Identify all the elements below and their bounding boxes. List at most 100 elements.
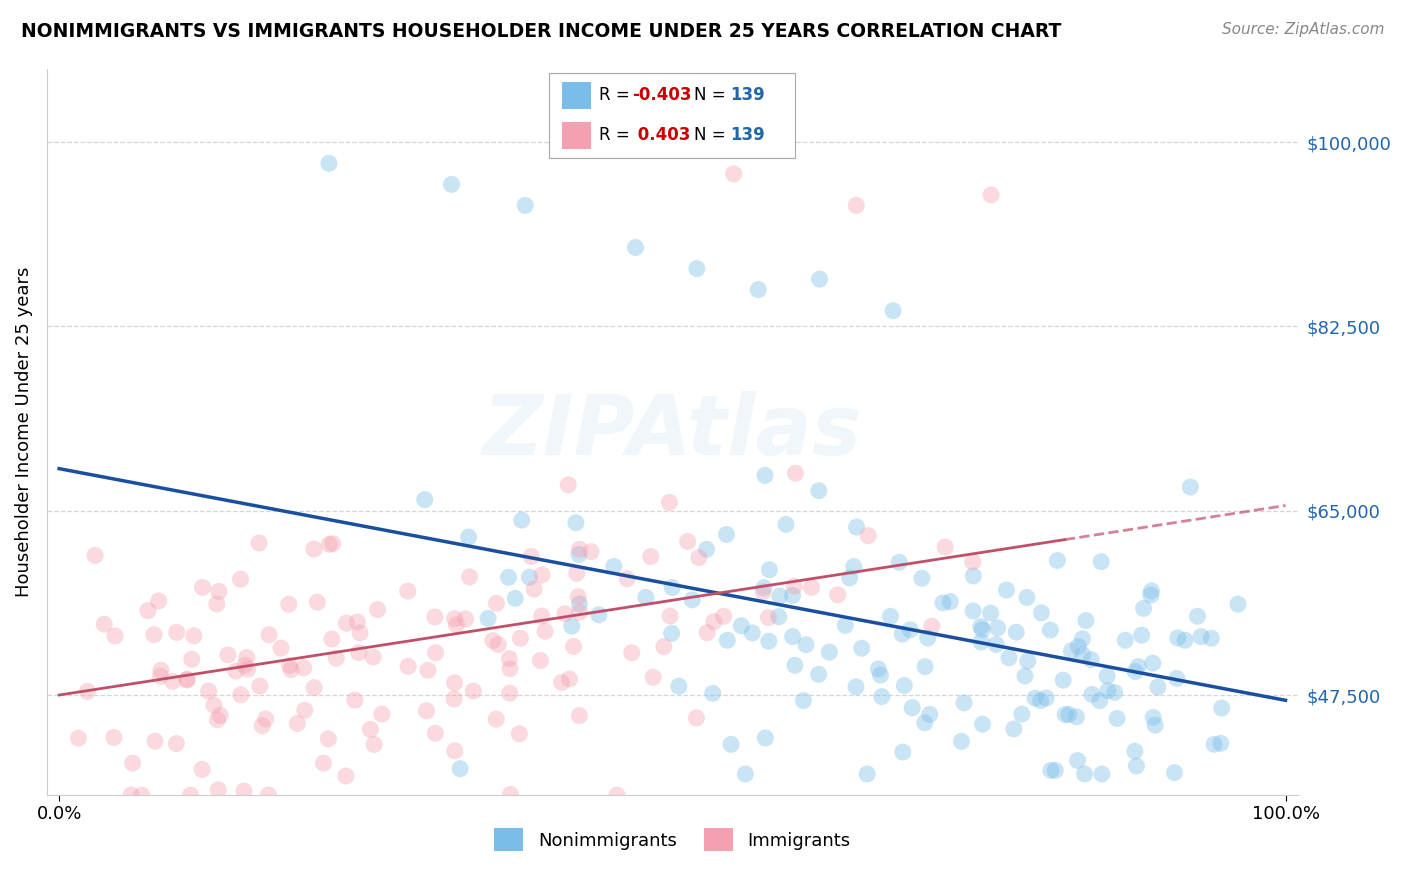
Point [856,528,879,542]
Point [1226,597,1249,611]
Point [987,621,1010,635]
Point [685,711,707,725]
Point [754,731,776,745]
Point [166,625,188,640]
Point [998,650,1021,665]
Point [509,632,531,646]
Point [734,767,756,781]
Point [312,756,335,771]
Point [1189,630,1212,644]
Point [318,156,340,170]
Point [807,483,830,498]
Point [508,727,530,741]
Point [827,588,849,602]
Point [962,569,984,583]
Point [217,648,239,662]
Point [485,712,508,726]
Point [93,617,115,632]
Point [510,513,533,527]
Point [225,664,247,678]
Point [143,734,166,748]
Point [868,662,890,676]
Point [498,570,520,584]
Text: -0.403: -0.403 [631,87,692,104]
Point [257,788,280,802]
Point [415,704,437,718]
Point [1125,759,1147,773]
Point [254,712,277,726]
Point [359,723,381,737]
Point [207,783,229,797]
Point [209,708,232,723]
Point [842,559,865,574]
Legend: Nonimmigrants, Immigrants: Nonimmigrants, Immigrants [488,821,858,859]
Point [901,700,924,714]
Point [643,670,665,684]
Point [747,283,769,297]
Point [1015,591,1038,605]
Point [449,762,471,776]
Point [131,788,153,802]
Point [278,658,301,673]
Point [558,672,581,686]
Text: N =: N = [695,127,731,145]
Point [1088,693,1111,707]
Point [616,572,638,586]
Point [995,582,1018,597]
Point [425,646,447,660]
Point [970,635,993,649]
Point [191,762,214,776]
Point [443,612,465,626]
Point [1104,685,1126,699]
Point [800,580,823,594]
Point [250,719,273,733]
Point [716,527,738,541]
Point [758,634,780,648]
Point [752,585,775,599]
Point [668,679,690,693]
Point [477,611,499,625]
Point [302,542,325,557]
Point [1031,606,1053,620]
Point [1071,648,1094,662]
Point [730,619,752,633]
Point [1060,644,1083,658]
Point [1067,640,1090,654]
Point [568,605,591,619]
Point [1054,707,1077,722]
Point [716,633,738,648]
Point [318,537,340,551]
Point [294,703,316,717]
Point [233,658,256,673]
Point [302,681,325,695]
Point [1080,653,1102,667]
Point [162,674,184,689]
Point [499,662,522,676]
Point [851,641,873,656]
Point [1097,683,1119,698]
Point [142,628,165,642]
Point [889,555,911,569]
Point [120,788,142,802]
Point [769,589,792,603]
Point [446,617,468,632]
Point [775,517,797,532]
Point [520,549,543,564]
Point [1024,691,1046,706]
Point [335,616,357,631]
Point [183,629,205,643]
Point [1073,767,1095,781]
Point [845,198,868,212]
Point [1091,767,1114,781]
Point [785,467,807,481]
Point [349,626,371,640]
Point [1052,673,1074,687]
Text: 139: 139 [730,127,765,145]
Point [1211,701,1233,715]
Point [794,638,817,652]
Point [197,684,219,698]
Point [856,767,879,781]
Point [807,667,830,681]
Point [768,609,790,624]
Point [396,659,419,673]
